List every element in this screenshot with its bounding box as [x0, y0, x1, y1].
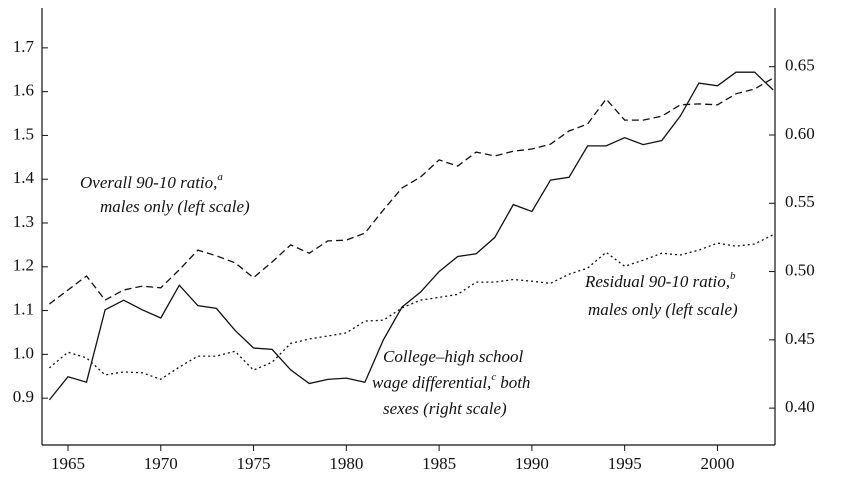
annotation-text: both — [500, 373, 530, 392]
y-tick-label: 1.5 — [13, 124, 34, 143]
annotation-text: Overall 90-10 ratio, — [80, 173, 217, 192]
y2-tick-label: 0.55 — [785, 192, 815, 211]
annotation-sup: b — [730, 270, 736, 282]
x-tick-label: 1990 — [515, 454, 549, 473]
y-tick-label: 1.0 — [13, 343, 34, 362]
x-tick-label: 1985 — [422, 454, 456, 473]
x-tick-label: 1975 — [237, 454, 271, 473]
annotation-text: wage differential, — [372, 373, 491, 392]
y2-tick-label: 0.40 — [785, 397, 815, 416]
y-tick-label: 1.4 — [13, 168, 35, 187]
series-line — [49, 77, 774, 305]
x-tick-label: 1970 — [144, 454, 178, 473]
annotation: males only (left scale) — [100, 197, 250, 216]
annotation: College–high school — [383, 347, 524, 366]
annotation-sup: a — [217, 171, 223, 183]
y-tick-label: 1.2 — [13, 256, 34, 275]
y2-tick-label: 0.45 — [785, 329, 815, 348]
annotation: males only (left scale) — [588, 300, 738, 319]
x-tick-label: 2000 — [700, 454, 734, 473]
annotation: Overall 90-10 ratio,a — [80, 171, 223, 192]
annotation-text: Residual 90-10 ratio, — [584, 272, 730, 291]
y-tick-label: 1.3 — [13, 212, 34, 231]
annotation: wage differential,c both — [372, 371, 530, 392]
axes — [41, 8, 776, 446]
series-line — [48, 234, 774, 381]
x-tick-label: 1965 — [51, 454, 85, 473]
y2-tick-label: 0.65 — [785, 56, 815, 75]
x-tick-label: 1980 — [329, 454, 363, 473]
y2-tick-label: 0.60 — [785, 124, 815, 143]
y-tick-label: 1.1 — [13, 299, 34, 318]
annotation: sexes (right scale) — [383, 399, 507, 418]
annotation: Residual 90-10 ratio,b — [584, 270, 736, 291]
y2-tick-label: 0.50 — [785, 260, 815, 279]
y-tick-label: 1.6 — [13, 81, 34, 100]
series-line — [48, 71, 774, 401]
x-tick-label: 1995 — [608, 454, 642, 473]
y-tick-label: 1.7 — [13, 37, 35, 56]
annotation-sup: c — [491, 371, 496, 383]
y-tick-label: 0.9 — [13, 387, 34, 406]
